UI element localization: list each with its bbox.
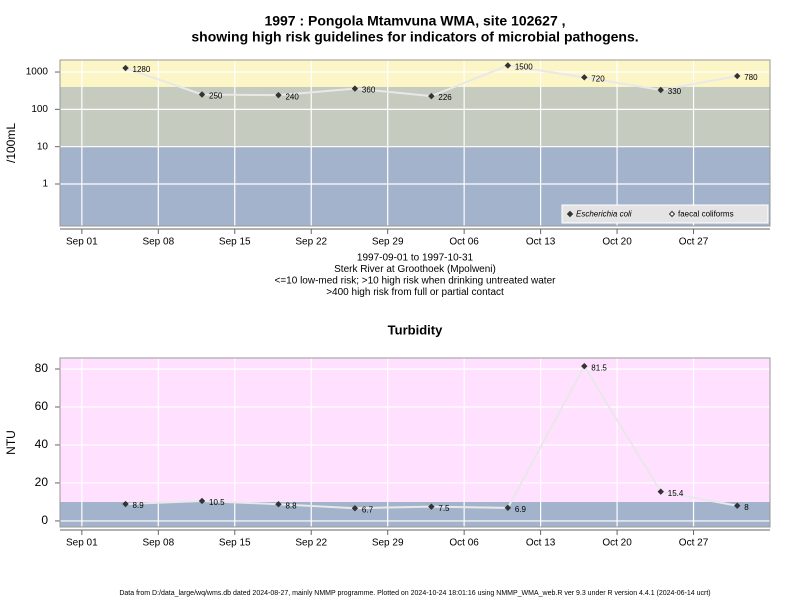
x-tick-label: Sep 15 (219, 538, 251, 549)
y-tick-label: 20 (35, 475, 49, 489)
x-tick-label: Sep 01 (66, 237, 98, 248)
x-tick-label: Sep 29 (372, 538, 404, 549)
data-point (428, 92, 435, 100)
data-point (504, 504, 512, 512)
x-tick-label: Sep 29 (372, 237, 404, 248)
x-tick-label: Sep 08 (142, 237, 174, 248)
chart-title: 1997 : Pongola Mtamvuna WMA, site 102627… (264, 13, 565, 29)
legend-label: faecal coliforms (678, 210, 734, 219)
x-tick-label: Sep 08 (142, 538, 174, 549)
note: <=10 low-med risk; >10 high risk when dr… (275, 276, 557, 287)
legend-box (561, 204, 769, 224)
data-label: 8.9 (133, 501, 145, 510)
data-point (275, 501, 282, 508)
y-tick-label: 60 (35, 399, 49, 413)
data-point (428, 503, 435, 510)
x-tick-label: Sep 22 (295, 538, 327, 549)
x-tick-label: Sep 15 (219, 237, 251, 248)
data-point (657, 488, 664, 495)
data-point (351, 505, 359, 512)
x-tick-label: Oct 13 (526, 237, 556, 248)
y-tick-label: 1 (42, 179, 48, 190)
data-point (734, 72, 741, 80)
data-label: 6.9 (515, 505, 527, 514)
data-point (657, 86, 664, 94)
note: Sterk River at Groothoek (Mpolweni) (334, 264, 496, 275)
x-tick-label: Oct 20 (602, 237, 632, 248)
note: 1997-09-01 to 1997-10-31 (357, 253, 474, 264)
data-label: 1500 (515, 63, 533, 72)
data-label: 7.5 (438, 504, 450, 513)
chart-title: showing high risk guidelines for indicat… (191, 29, 638, 45)
y-tick-label: 100 (31, 104, 48, 115)
risk-band (60, 501, 770, 527)
x-tick-label: Oct 06 (449, 237, 479, 248)
x-tick-label: Sep 01 (66, 538, 98, 549)
footer: Data from D:/data_large/wq/wms.db dated … (119, 590, 710, 597)
x-tick-label: Oct 06 (449, 538, 479, 549)
plot-frame (59, 357, 771, 528)
data-label: 6.7 (362, 505, 374, 514)
data-label: 720 (591, 74, 605, 83)
risk-band (60, 60, 770, 87)
x-tick-label: Oct 27 (679, 538, 709, 549)
data-label: 226 (438, 93, 452, 102)
data-label: 15.4 (668, 489, 684, 498)
data-label: 360 (362, 86, 376, 95)
data-point (275, 91, 282, 99)
legend-label: Escherichia coli (576, 210, 632, 219)
data-label: 330 (668, 87, 682, 96)
risk-band (60, 358, 770, 502)
data-label: 8 (744, 503, 749, 512)
x-tick-label: Oct 27 (679, 237, 709, 248)
y-tick-label: 1000 (26, 67, 49, 78)
plot-frame (59, 59, 771, 227)
data-label: 1280 (133, 65, 151, 74)
x-tick-label: Oct 20 (602, 538, 632, 549)
data-point (504, 62, 512, 69)
data-point (734, 502, 741, 509)
legend-symbol (566, 210, 574, 218)
legend: Escherichia coli faecal coliforms (561, 204, 769, 224)
data-point (122, 500, 129, 508)
y-tick-label: 80 (35, 361, 49, 375)
data-point (581, 74, 588, 81)
data-point (351, 85, 359, 92)
chart-title: Turbidity (388, 322, 443, 337)
risk-band (60, 86, 770, 147)
y-tick-label: 40 (35, 437, 49, 451)
data-label: 81.5 (591, 363, 607, 372)
y-axis-label: NTU (4, 430, 18, 455)
y-tick-label: 10 (37, 141, 49, 152)
data-label: 780 (744, 73, 758, 82)
y-tick-label: 0 (41, 513, 48, 527)
x-tick-label: Sep 22 (295, 237, 327, 248)
data-label: 10.5 (209, 498, 225, 507)
data-label: 240 (285, 92, 299, 101)
data-point (122, 64, 129, 72)
note: >400 high risk from full or partial cont… (326, 287, 504, 298)
data-label: 8.8 (285, 501, 297, 510)
data-point (198, 497, 206, 505)
x-tick-label: Oct 13 (526, 538, 556, 549)
data-label: 250 (209, 92, 223, 101)
y-axis-label: /100mL (4, 123, 18, 163)
legend-symbol (668, 210, 676, 218)
data-point (198, 91, 206, 98)
data-point (581, 362, 588, 370)
